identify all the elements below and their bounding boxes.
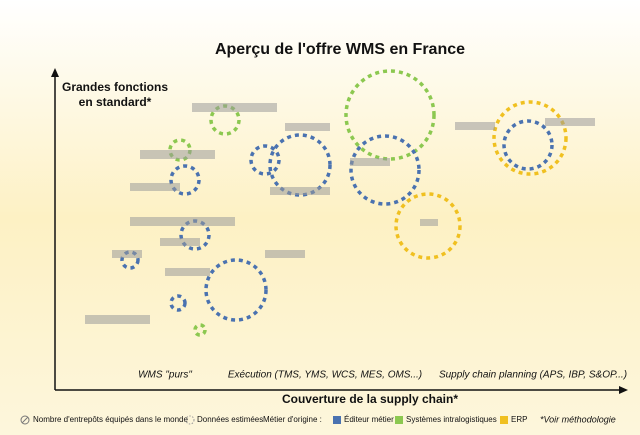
category-label: Exécution (TMS, YMS, WCS, MES, OMS...) [228, 370, 422, 381]
y-arrow [51, 68, 59, 77]
bubble [169, 294, 187, 312]
legend-swatch [395, 416, 403, 424]
y-label: en standard* [79, 95, 152, 109]
label-block [350, 158, 390, 166]
bubble [344, 69, 436, 161]
bubble [492, 100, 568, 176]
bubble [193, 323, 207, 337]
bubble [502, 119, 554, 171]
label-block [192, 103, 277, 112]
label-block [165, 268, 210, 276]
label-block [455, 122, 495, 130]
label-block [160, 238, 200, 246]
label-block [545, 118, 595, 126]
legend-size-icon [20, 415, 30, 425]
bubble [204, 258, 268, 322]
label-block [85, 315, 150, 324]
legend-label: Éditeur métier [344, 415, 394, 424]
legend-label: ERP [511, 415, 527, 424]
label-block [285, 123, 330, 131]
label-block [420, 219, 438, 226]
legend-label: Systèmes intralogistiques [406, 415, 497, 424]
legend-text: Nombre d'entrepôts équipés dans le monde [33, 415, 189, 424]
legend-swatch [333, 416, 341, 424]
label-block [112, 250, 142, 258]
label-block [270, 187, 330, 195]
legend-estimated-icon [185, 415, 195, 425]
bubbles [120, 69, 568, 337]
label-block [130, 183, 180, 191]
legend-size-icon [21, 416, 29, 424]
legend-text: Métier d'origine : [263, 415, 322, 424]
bubble [120, 250, 140, 270]
label-block [265, 250, 305, 258]
bubble [169, 164, 201, 196]
legend-swatch [500, 416, 508, 424]
obscured-labels [85, 103, 595, 324]
category-label: WMS "purs" [138, 370, 192, 381]
category-label: Supply chain planning (APS, IBP, S&OP...… [439, 370, 627, 381]
legend: Nombre d'entrepôts équipés dans le monde… [20, 414, 616, 425]
legend-series: Éditeur métier Systèmes intralogistiques E… [333, 415, 527, 424]
bubble [349, 134, 421, 206]
y-label: Grandes fonctions [62, 80, 168, 94]
bubble [394, 192, 462, 260]
bubble [249, 144, 281, 176]
x-arrow [619, 386, 628, 394]
note: *Voir méthodologie [540, 414, 616, 424]
label-block [140, 150, 215, 159]
label-block [130, 217, 235, 226]
bubble [268, 133, 332, 197]
x-label: Couverture de la supply chain* [282, 392, 458, 406]
legend-text: Données estimées [197, 415, 263, 424]
chart-title: Aperçu de l'offre WMS en France [215, 41, 465, 58]
